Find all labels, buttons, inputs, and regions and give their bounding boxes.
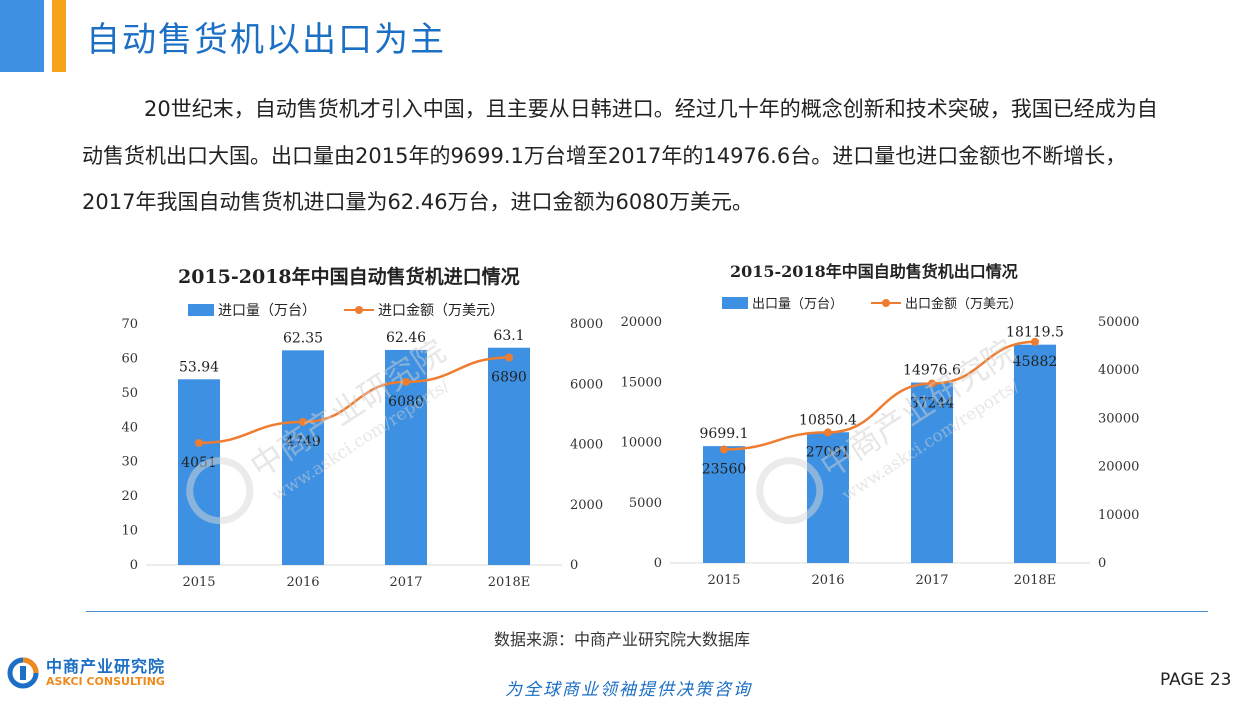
export-chart-title: 2015-2018年中国自助售货机出口情况 — [730, 262, 1018, 281]
export-line-value-label: 27091 — [806, 444, 851, 460]
export-category-label: 2017 — [915, 573, 948, 588]
import-left-tick-label: 50 — [121, 386, 138, 401]
export-category-label: 2018E — [1014, 573, 1057, 588]
legend-export-value: 出口金额（万美元） — [905, 297, 1023, 312]
import-line-point — [505, 353, 513, 362]
export-bar-value-label: 10850.4 — [799, 412, 857, 428]
import-category-label: 2015 — [182, 575, 215, 590]
legend-export-volume: 出口量（万台） — [752, 297, 844, 312]
export-right-tick-label: 50000 — [1098, 315, 1139, 330]
export-right-tick-label: 40000 — [1098, 363, 1139, 378]
import-left-tick-label: 40 — [121, 420, 138, 435]
export-left-tick-label: 0 — [654, 556, 662, 571]
header-orange-block — [52, 0, 66, 72]
import-category-label: 2017 — [389, 575, 422, 590]
logo-en: ASKCI CONSULTING — [46, 674, 165, 688]
import-chart-legend: 进口量（万台） 进口金额（万美元） — [188, 300, 504, 320]
import-bar — [282, 350, 324, 565]
export-bar — [1014, 344, 1056, 563]
footer-divider — [86, 611, 1208, 612]
import-bar-value-label: 62.46 — [386, 330, 426, 346]
export-bar-value-label: 9699.1 — [700, 426, 749, 442]
legend-line-swatch — [344, 304, 374, 316]
export-right-tick-label: 30000 — [1098, 411, 1139, 426]
import-right-tick-label: 8000 — [570, 317, 603, 332]
import-category-label: 2016 — [286, 575, 319, 590]
import-chart-title: 2015-2018年中国自动售货机进口情况 — [178, 266, 520, 288]
legend-import-volume: 进口量（万台） — [218, 303, 316, 319]
import-right-tick-label: 0 — [570, 558, 578, 573]
export-line-point — [824, 428, 832, 437]
import-left-tick-label: 30 — [121, 455, 138, 470]
import-left-tick-label: 10 — [121, 524, 138, 539]
legend-import-value: 进口金额（万美元） — [378, 303, 504, 319]
data-source: 数据来源：中商产业研究院大数据库 — [494, 630, 751, 649]
import-line-value-label: 4051 — [181, 455, 217, 471]
import-left-tick-label: 0 — [130, 558, 138, 573]
export-right-tick-label: 20000 — [1098, 460, 1139, 475]
import-left-tick-label: 20 — [121, 489, 138, 504]
legend-bar-swatch — [188, 304, 214, 316]
import-bar-value-label: 62.35 — [283, 330, 323, 346]
import-line-point — [299, 417, 307, 426]
export-line-point — [720, 445, 728, 454]
export-bar — [911, 382, 953, 563]
import-left-tick-label: 60 — [121, 351, 138, 366]
export-line-point — [1031, 337, 1039, 346]
export-left-tick-label: 5000 — [629, 496, 662, 511]
page-title: 自动售货机以出口为主 — [86, 20, 446, 60]
import-line-value-label: 6890 — [491, 369, 527, 385]
export-chart-legend: 出口量（万台） 出口金额（万美元） — [722, 293, 1022, 312]
askci-logo-icon — [7, 657, 39, 689]
export-right-tick-label: 10000 — [1098, 508, 1139, 523]
import-left-tick-label: 70 — [121, 317, 138, 332]
export-left-tick-label: 20000 — [621, 315, 662, 330]
logo-cn: 中商产业研究院 — [46, 657, 166, 677]
import-bar-value-label: 53.94 — [179, 359, 219, 375]
export-line-value-label: 37244 — [910, 395, 955, 411]
export-left-tick-label: 15000 — [621, 375, 662, 390]
slogan: 为全球商业领袖提供决策咨询 — [505, 680, 752, 700]
import-line-value-label: 4749 — [285, 434, 321, 450]
export-bar-value-label: 14976.6 — [903, 363, 961, 379]
askci-logo: 中商产业研究院 ASKCI CONSULTING — [6, 656, 165, 690]
export-right-tick-label: 0 — [1098, 556, 1106, 571]
import-right-tick-label: 2000 — [570, 498, 603, 513]
page-number: PAGE 23 — [1160, 670, 1232, 690]
import-bar — [488, 347, 530, 565]
legend-bar-swatch — [722, 296, 748, 309]
import-bar — [178, 379, 220, 565]
export-value-line — [723, 340, 1036, 451]
export-category-label: 2015 — [707, 573, 740, 588]
export-line-value-label: 45882 — [1013, 354, 1058, 370]
export-category-label: 2016 — [811, 573, 844, 588]
import-right-tick-label: 4000 — [570, 438, 603, 453]
legend-line-swatch — [871, 297, 902, 309]
export-line-point — [928, 379, 936, 388]
export-bar — [703, 446, 745, 563]
export-line-value-label: 23560 — [702, 461, 747, 477]
body-paragraph: 20世纪末，自动售货机才引入中国，且主要从日韩进口。经过几十年的概念创新和技术突… — [82, 97, 1158, 214]
export-left-tick-label: 10000 — [621, 436, 662, 451]
export-bar-value-label: 18119.5 — [1006, 325, 1064, 341]
import-right-tick-label: 6000 — [570, 377, 603, 392]
import-line-point — [195, 438, 203, 447]
import-line-point — [402, 377, 410, 386]
header-blue-block — [0, 0, 44, 72]
import-line-value-label: 6080 — [388, 394, 424, 410]
import-value-line — [198, 356, 510, 445]
import-bar-value-label: 63.1 — [493, 328, 524, 344]
import-category-label: 2018E — [488, 575, 531, 590]
